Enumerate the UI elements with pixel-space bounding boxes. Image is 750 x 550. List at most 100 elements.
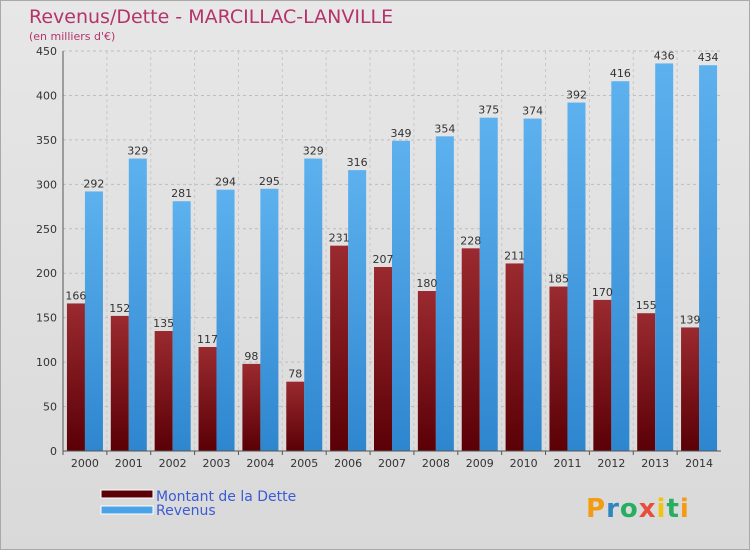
chart-subtitle: (en milliers d'€) — [29, 30, 115, 43]
bar-revenus — [128, 158, 147, 452]
value-label-dette: 228 — [460, 234, 481, 247]
bar-revenus — [435, 136, 454, 452]
value-label-revenus: 349 — [391, 127, 412, 140]
bar-dette — [374, 267, 392, 451]
bar-revenus — [84, 191, 103, 451]
value-label-revenus: 294 — [215, 176, 236, 189]
value-label-revenus: 292 — [83, 177, 104, 190]
x-tick-label: 2000 — [71, 457, 99, 470]
value-label-dette: 78 — [288, 368, 302, 381]
value-label-revenus: 392 — [566, 89, 587, 102]
chart-title: Revenus/Dette - MARCILLAC-LANVILLE — [29, 6, 393, 28]
value-label-dette: 152 — [109, 302, 130, 315]
value-label-revenus: 375 — [478, 104, 499, 117]
legend: Montant de la Dette Revenus — [100, 489, 296, 519]
value-label-revenus: 354 — [434, 122, 455, 135]
x-tick-label: 2011 — [553, 457, 581, 470]
bar-dette — [286, 381, 305, 451]
bar-dette — [593, 299, 612, 451]
value-label-revenus: 329 — [303, 145, 324, 158]
y-tick-label: 0 — [50, 445, 57, 458]
value-labels: 166 292 152 329 135 281 117 294 98 295 78 329 231 316… — [65, 49, 718, 380]
y-tick-label: 350 — [36, 134, 57, 147]
logo-letter: r — [606, 494, 620, 524]
y-tick-label: 150 — [36, 312, 57, 325]
bar-revenus — [172, 201, 191, 451]
value-label-revenus: 436 — [654, 49, 675, 62]
bar-revenus — [304, 158, 323, 452]
legend-label-revenus: Revenus — [156, 503, 216, 519]
bar-revenus — [479, 117, 498, 452]
value-label-dette: 231 — [329, 232, 350, 245]
bar-revenus — [523, 118, 542, 452]
bar-dette — [681, 327, 700, 451]
x-tick-label: 2002 — [159, 457, 187, 470]
value-label-dette: 211 — [504, 249, 525, 262]
logo-letter: o — [620, 494, 639, 524]
x-tick-label: 2005 — [290, 457, 318, 470]
bar-revenus — [392, 140, 410, 451]
x-tick-label: 2009 — [466, 457, 494, 470]
value-label-revenus: 281 — [171, 187, 192, 200]
value-label-revenus: 329 — [127, 145, 148, 158]
x-tick-label: 2003 — [203, 457, 231, 470]
y-tick-label: 50 — [43, 401, 57, 414]
x-tick-label: 2013 — [641, 457, 669, 470]
x-tick-label: 2007 — [378, 457, 406, 470]
bar-revenus — [260, 188, 279, 451]
value-label-dette: 155 — [636, 299, 657, 312]
value-label-dette: 180 — [416, 277, 437, 290]
bar-revenus — [216, 189, 235, 451]
value-label-dette: 139 — [680, 313, 701, 326]
bar-dette — [154, 331, 173, 451]
bar-dette — [461, 248, 480, 451]
value-label-dette: 135 — [153, 317, 174, 330]
bar-dette — [417, 291, 436, 451]
y-tick-label: 200 — [36, 267, 57, 280]
x-tick-label: 2006 — [334, 457, 362, 470]
value-label-dette: 117 — [197, 333, 218, 346]
y-tick-label: 100 — [36, 356, 57, 369]
value-label-revenus: 434 — [698, 51, 719, 64]
logo-letter: i — [680, 494, 690, 524]
bar-dette — [198, 347, 217, 451]
logo-letter: P — [586, 494, 606, 524]
y-tick-label: 450 — [36, 45, 57, 58]
y-tick-label: 400 — [36, 89, 57, 102]
bars — [66, 63, 718, 452]
x-tick-label: 2008 — [422, 457, 450, 470]
logo-letter: t — [666, 494, 679, 524]
axes: 0 50 100 150 200 250 300 350 400 450 2000 2001 2002 2… — [36, 45, 721, 470]
y-tick-label: 300 — [36, 178, 57, 191]
value-label-revenus: 295 — [259, 175, 280, 188]
value-label-dette: 166 — [65, 289, 86, 302]
bar-dette — [110, 315, 129, 451]
y-tick-label: 250 — [36, 223, 57, 236]
bar-revenus — [567, 102, 586, 452]
bar-dette — [637, 313, 656, 451]
logo-letter: x — [639, 494, 657, 524]
bar-revenus — [655, 63, 674, 451]
value-label-revenus: 374 — [522, 105, 543, 118]
value-label-dette: 98 — [244, 350, 258, 363]
bar-dette — [549, 286, 568, 451]
x-tick-label: 2014 — [685, 457, 713, 470]
bar-revenus — [699, 65, 718, 451]
proxiti-logo-text: Proxiti — [586, 494, 690, 524]
bar-dette — [330, 245, 349, 451]
bar-revenus — [611, 81, 630, 451]
bar-dette — [66, 303, 85, 451]
bar-dette — [242, 363, 261, 451]
x-tick-label: 2012 — [597, 457, 625, 470]
x-tick-label: 2004 — [246, 457, 274, 470]
value-label-dette: 185 — [548, 273, 569, 286]
value-label-dette: 207 — [373, 253, 394, 266]
legend-label-dette: Montant de la Dette — [156, 489, 296, 505]
x-tick-label: 2010 — [510, 457, 538, 470]
logo-letter: i — [657, 494, 667, 524]
value-label-revenus: 316 — [347, 156, 368, 169]
x-tick-label: 2001 — [115, 457, 143, 470]
bar-dette — [505, 263, 524, 451]
